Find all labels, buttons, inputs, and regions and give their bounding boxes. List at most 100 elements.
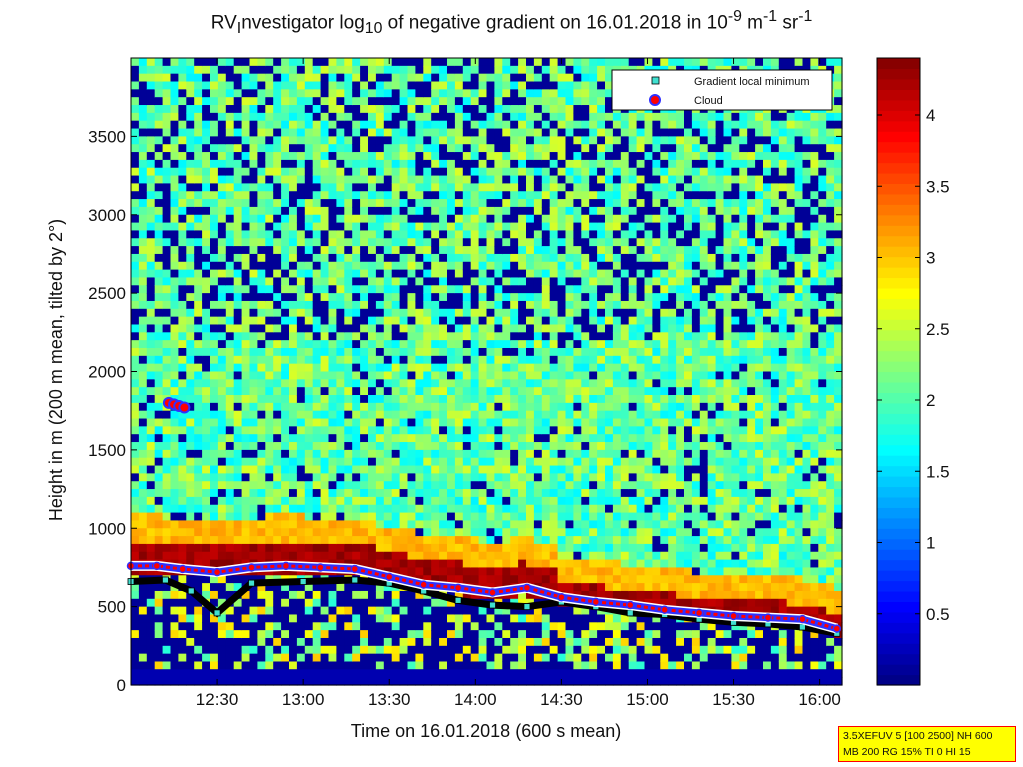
heatmap-cell: [202, 575, 211, 584]
heatmap-cell: [612, 567, 622, 576]
heatmap-cell: [170, 434, 179, 443]
heatmap-cell: [486, 230, 495, 239]
heatmap-cell: [423, 332, 432, 341]
heatmap-cell: [162, 316, 172, 326]
heatmap-cell: [549, 567, 559, 576]
heatmap-cell: [454, 575, 464, 584]
heatmap-cell: [541, 355, 551, 365]
heatmap-cell: [352, 175, 361, 184]
heatmap-cell: [360, 630, 369, 639]
heatmap-cell: [194, 395, 203, 404]
heatmap-cell: [289, 97, 298, 106]
heatmap-cell: [241, 402, 251, 412]
heatmap-cell: [597, 395, 606, 404]
heatmap-cell: [304, 653, 314, 663]
heatmap-cell: [225, 473, 235, 482]
heatmap-cell: [154, 105, 164, 114]
heatmap-cell: [518, 465, 527, 474]
heatmap-cell: [407, 559, 416, 569]
heatmap-cell: [454, 316, 464, 326]
heatmap-cell: [170, 630, 179, 639]
heatmap-cell: [557, 285, 567, 294]
heatmap-cell: [154, 504, 164, 514]
heatmap-cell: [557, 653, 567, 663]
heatmap-cell: [249, 504, 258, 514]
heatmap-cell: [312, 300, 322, 310]
heatmap-cell: [304, 199, 314, 208]
heatmap-cell: [533, 606, 543, 616]
heatmap-cell: [146, 222, 156, 232]
heatmap-cell: [360, 637, 369, 647]
heatmap-cell: [289, 238, 298, 247]
heatmap-cell: [210, 543, 219, 553]
heatmap-cell: [257, 590, 266, 600]
heatmap-cell: [383, 293, 393, 302]
heatmap-cell: [526, 159, 535, 169]
heatmap-cell: [518, 105, 527, 114]
heatmap-cell: [573, 144, 582, 153]
heatmap-cell: [415, 402, 424, 412]
heatmap-cell: [344, 395, 353, 404]
heatmap-cell: [217, 661, 227, 670]
heatmap-cell: [154, 167, 164, 177]
heatmap-cell: [478, 614, 488, 623]
heatmap-cell: [597, 144, 606, 153]
heatmap-cell: [439, 175, 448, 184]
heatmap-cell: [486, 614, 495, 623]
heatmap-cell: [478, 340, 488, 349]
heatmap-cell: [336, 222, 345, 232]
heatmap-cell: [454, 97, 464, 106]
heatmap-cell: [225, 606, 235, 616]
heatmap-cell: [597, 183, 606, 192]
heatmap-cell: [131, 214, 140, 224]
heatmap-cell: [170, 426, 179, 435]
heatmap-cell: [533, 73, 543, 83]
heatmap-cell: [454, 645, 464, 655]
heatmap-cell: [375, 606, 385, 616]
heatmap-cell: [336, 442, 345, 451]
heatmap-cell: [162, 583, 172, 592]
heatmap-cell: [486, 238, 495, 247]
heatmap-cell: [502, 379, 511, 388]
heatmap-cell: [138, 316, 148, 326]
heatmap-cell: [605, 308, 614, 318]
heatmap-cell: [194, 269, 203, 279]
heatmap-cell: [328, 261, 337, 271]
heatmap-cell: [170, 144, 179, 153]
heatmap-cell: [486, 324, 495, 333]
heatmap-cell: [399, 551, 409, 561]
heatmap-cell: [162, 308, 172, 318]
heatmap-cell: [439, 58, 448, 67]
heatmap-cell: [131, 645, 140, 655]
heatmap-cell: [281, 206, 290, 216]
heatmap-cell: [486, 308, 495, 318]
heatmap-cell: [510, 559, 519, 569]
heatmap-cell: [162, 543, 172, 553]
heatmap-cell: [170, 645, 179, 655]
heatmap-cell: [210, 73, 219, 83]
heatmap-cell: [312, 528, 322, 537]
heatmap-cell: [265, 58, 274, 67]
heatmap-cell: [154, 528, 164, 537]
heatmap-cell: [328, 167, 337, 177]
heatmap-cell: [131, 520, 140, 529]
heatmap-cell: [265, 144, 274, 153]
heatmap-cell: [478, 606, 488, 616]
heatmap-cell: [407, 136, 416, 145]
heatmap-cell: [391, 442, 401, 451]
heatmap-cell: [407, 285, 416, 294]
heatmap-cell: [605, 58, 614, 67]
heatmap-cell: [541, 191, 551, 200]
heatmap-cell: [336, 661, 345, 670]
heatmap-cell: [494, 300, 503, 310]
heatmap-cell: [257, 261, 266, 271]
heatmap-cell: [494, 402, 503, 412]
heatmap-cell: [344, 543, 353, 553]
heatmap-cell: [352, 355, 361, 365]
heatmap-cell: [518, 395, 527, 404]
heatmap-cell: [257, 637, 266, 647]
heatmap-cell: [289, 434, 298, 443]
heatmap-cell: [273, 230, 282, 239]
heatmap-cell: [225, 293, 235, 302]
heatmap-cell: [423, 575, 432, 584]
